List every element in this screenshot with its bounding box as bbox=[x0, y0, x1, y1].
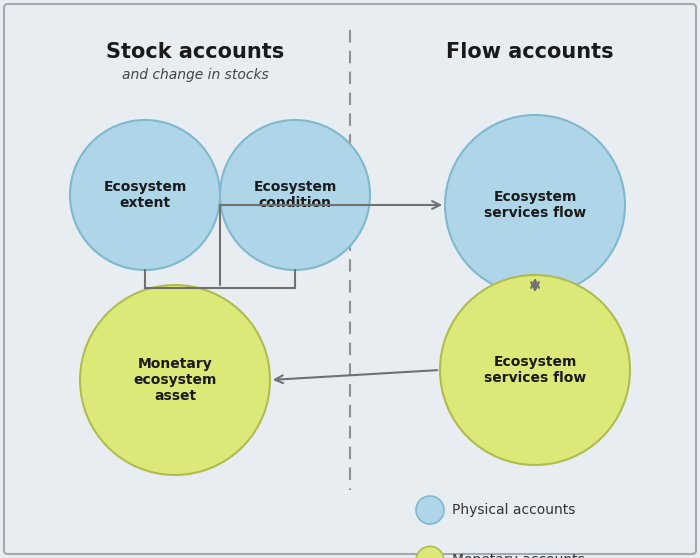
Text: Flow accounts: Flow accounts bbox=[446, 42, 614, 62]
Text: and change in stocks: and change in stocks bbox=[122, 68, 268, 82]
Text: Monetary accounts: Monetary accounts bbox=[452, 554, 584, 558]
Text: Physical accounts: Physical accounts bbox=[452, 503, 575, 517]
Ellipse shape bbox=[70, 120, 220, 270]
Text: Ecosystem
condition: Ecosystem condition bbox=[253, 180, 337, 210]
Ellipse shape bbox=[440, 275, 630, 465]
Text: Ecosystem
services flow: Ecosystem services flow bbox=[484, 355, 586, 385]
Ellipse shape bbox=[445, 115, 625, 295]
Text: Ecosystem
extent: Ecosystem extent bbox=[104, 180, 187, 210]
Text: Stock accounts: Stock accounts bbox=[106, 42, 284, 62]
Text: Ecosystem
services flow: Ecosystem services flow bbox=[484, 190, 586, 220]
Text: Monetary
ecosystem
asset: Monetary ecosystem asset bbox=[133, 357, 217, 403]
Ellipse shape bbox=[80, 285, 270, 475]
Ellipse shape bbox=[416, 546, 444, 558]
FancyBboxPatch shape bbox=[4, 4, 696, 554]
Ellipse shape bbox=[220, 120, 370, 270]
Ellipse shape bbox=[416, 496, 444, 524]
